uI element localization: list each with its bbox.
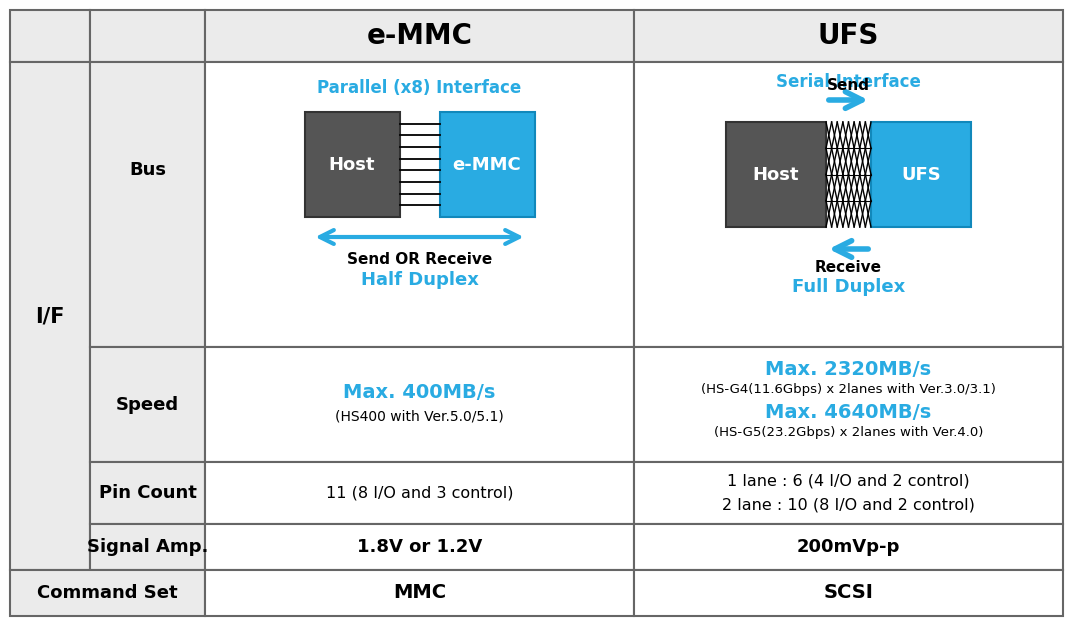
Text: (HS-G4(11.6Gbps) x 2lanes with Ver.3.0/3.1): (HS-G4(11.6Gbps) x 2lanes with Ver.3.0/3… xyxy=(701,383,996,396)
Bar xyxy=(90,62,205,347)
Text: Max. 2320MB/s: Max. 2320MB/s xyxy=(765,360,931,379)
Bar xyxy=(440,112,534,217)
Text: Serial Interface: Serial Interface xyxy=(776,73,921,91)
Text: e-MMC: e-MMC xyxy=(367,22,472,50)
Bar xyxy=(90,10,205,62)
Text: MMC: MMC xyxy=(393,583,446,602)
Bar xyxy=(634,347,1063,462)
Text: UFS: UFS xyxy=(818,22,879,50)
Bar xyxy=(634,10,1063,62)
Text: Max. 400MB/s: Max. 400MB/s xyxy=(343,383,496,402)
Bar xyxy=(726,122,826,227)
Bar xyxy=(10,10,90,62)
Bar xyxy=(205,570,634,616)
Text: Half Duplex: Half Duplex xyxy=(361,271,479,289)
Text: SCSI: SCSI xyxy=(824,583,873,602)
Bar xyxy=(90,524,205,570)
Text: Pin Count: Pin Count xyxy=(99,484,196,502)
Text: 11 (8 I/O and 3 control): 11 (8 I/O and 3 control) xyxy=(326,485,513,501)
Text: Speed: Speed xyxy=(116,396,179,413)
Bar xyxy=(205,524,634,570)
Bar xyxy=(90,347,205,462)
Text: 200mVp-p: 200mVp-p xyxy=(797,538,900,556)
Text: Receive: Receive xyxy=(815,259,882,274)
Bar xyxy=(10,62,90,570)
Text: Host: Host xyxy=(328,156,376,173)
Text: 1 lane : 6 (4 I/O and 2 control): 1 lane : 6 (4 I/O and 2 control) xyxy=(727,474,970,489)
Text: e-MMC: e-MMC xyxy=(453,156,521,173)
Bar xyxy=(634,462,1063,524)
Text: Send OR Receive: Send OR Receive xyxy=(347,251,493,266)
Text: 2 lane : 10 (8 I/O and 2 control): 2 lane : 10 (8 I/O and 2 control) xyxy=(722,497,975,512)
Text: 1.8V or 1.2V: 1.8V or 1.2V xyxy=(357,538,482,556)
Bar xyxy=(205,462,634,524)
Text: UFS: UFS xyxy=(901,166,941,183)
Text: (HS-G5(23.2Gbps) x 2lanes with Ver.4.0): (HS-G5(23.2Gbps) x 2lanes with Ver.4.0) xyxy=(714,426,983,439)
Text: Host: Host xyxy=(753,166,799,183)
Text: (HS400 with Ver.5.0/5.1): (HS400 with Ver.5.0/5.1) xyxy=(335,409,504,423)
Bar xyxy=(871,122,971,227)
Text: Command Set: Command Set xyxy=(38,584,178,602)
Bar xyxy=(90,462,205,524)
Bar xyxy=(634,524,1063,570)
Bar xyxy=(205,347,634,462)
Text: I/F: I/F xyxy=(35,306,64,326)
Text: Max. 4640MB/s: Max. 4640MB/s xyxy=(765,403,931,422)
Text: Signal Amp.: Signal Amp. xyxy=(87,538,208,556)
Bar xyxy=(634,62,1063,347)
Text: Parallel (x8) Interface: Parallel (x8) Interface xyxy=(318,79,521,97)
Bar xyxy=(205,10,634,62)
Bar xyxy=(305,112,399,217)
Text: Bus: Bus xyxy=(129,161,166,180)
Bar xyxy=(205,62,634,347)
Text: Send: Send xyxy=(827,78,870,94)
Text: Full Duplex: Full Duplex xyxy=(792,278,906,296)
Bar xyxy=(634,570,1063,616)
Bar xyxy=(10,570,205,616)
